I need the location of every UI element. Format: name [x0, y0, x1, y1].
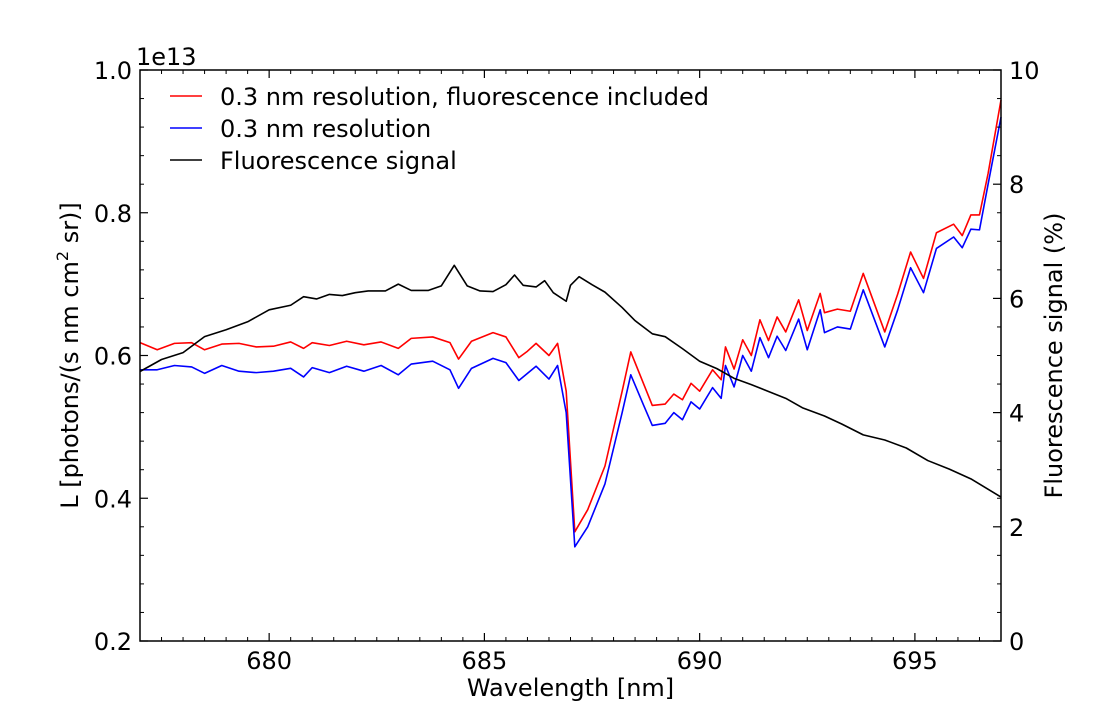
y-axis-title-left: L [photons/(s nm cm2 sr)] [53, 202, 84, 509]
series-line-3 [139, 264, 1002, 498]
y-tick-label-right: 2 [1009, 514, 1024, 542]
y-tick-label-right: 10 [1009, 57, 1040, 85]
x-tick-label: 690 [677, 647, 723, 675]
x-tick-label: 685 [461, 647, 507, 675]
series-line-2 [140, 116, 1002, 548]
legend-label-2: 0.3 nm resolution [220, 115, 431, 143]
y-tick-label-right: 8 [1009, 171, 1024, 199]
series-line-1 [139, 99, 1002, 533]
legend-label-1: 0.3 nm resolution, fluorescence included [220, 83, 709, 111]
x-tick-label: 680 [246, 647, 292, 675]
legend: 0.3 nm resolution, fluorescence included… [170, 83, 709, 175]
y-axis-title-right: Fluorescence signal (%) [1040, 213, 1068, 499]
legend-label-3: Fluorescence signal [220, 147, 457, 175]
y-tick-label-right: 4 [1009, 400, 1024, 428]
ticks-layer: 680 685 690 695 0.2 0.4 0.6 0.8 1.0 0 2 4 6 8 10 [94, 57, 1040, 675]
y-tick-label-left: 0.2 [94, 628, 132, 656]
y-offset-label: 1e13 [136, 43, 197, 71]
x-axis-title: Wavelength [nm] [467, 674, 674, 702]
series-layer [139, 99, 1002, 548]
y-tick-label-right: 6 [1009, 285, 1024, 313]
y-tick-label-right: 0 [1009, 628, 1024, 656]
y-tick-label-left: 1.0 [94, 57, 132, 85]
y-tick-label-left: 0.8 [94, 200, 132, 228]
y-tick-label-left: 0.6 [94, 343, 132, 371]
x-tick-label: 695 [892, 647, 938, 675]
y-tick-label-left: 0.4 [94, 485, 132, 513]
